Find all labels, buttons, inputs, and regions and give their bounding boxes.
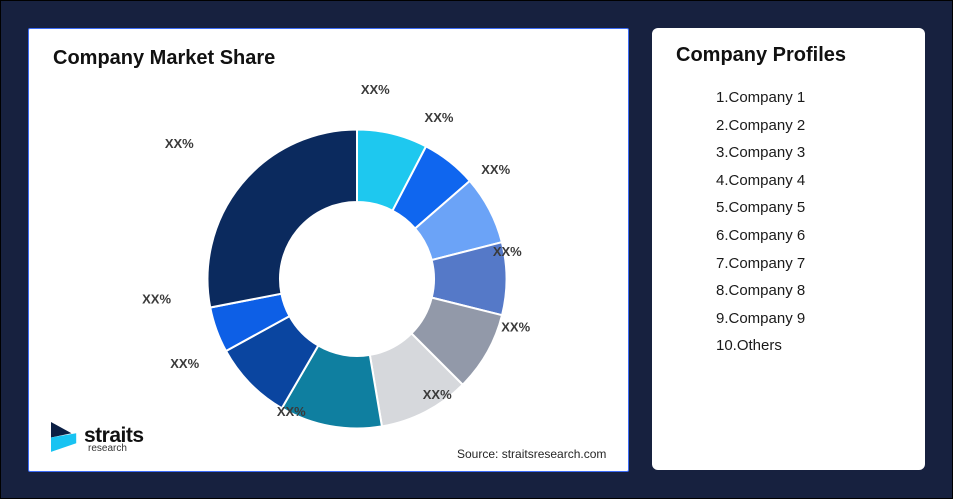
svg-text:XX%: XX% — [277, 404, 306, 419]
svg-text:XX%: XX% — [165, 136, 194, 151]
svg-text:XX%: XX% — [481, 162, 510, 177]
svg-text:XX%: XX% — [501, 320, 530, 335]
svg-text:XX%: XX% — [361, 82, 390, 97]
svg-text:XX%: XX% — [423, 387, 452, 402]
svg-text:XX%: XX% — [493, 244, 522, 259]
svg-text:XX%: XX% — [170, 356, 199, 371]
svg-text:XX%: XX% — [425, 110, 454, 125]
svg-text:XX%: XX% — [142, 292, 171, 307]
